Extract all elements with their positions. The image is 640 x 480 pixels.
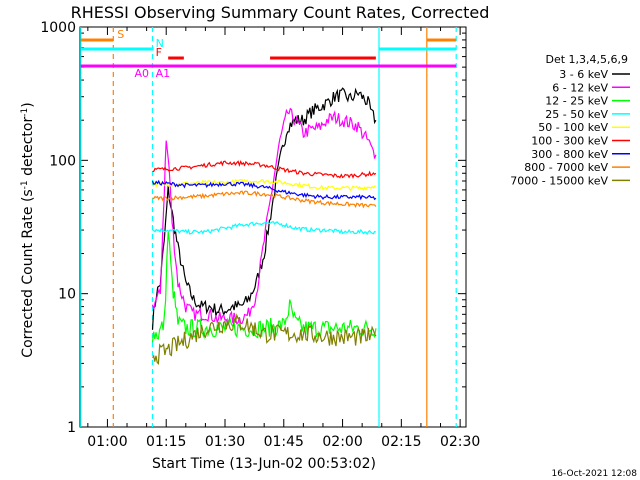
x-tick-label: 01:30 [205, 434, 245, 450]
plot-frame [79, 26, 467, 428]
legend-label: 3 - 6 keV [559, 68, 608, 81]
series-line [151, 231, 377, 343]
vertical-markers [80, 27, 457, 427]
y-axis-label: Corrected Count Rate (s-1 detector-1) [20, 102, 36, 357]
x-axis-label: Start Time (13-Jun-02 00:53:02) [152, 456, 376, 472]
tick-marks [80, 27, 466, 428]
flag-bars: S NF A0 A1 [80, 28, 457, 80]
y-tick-label: 10 [58, 287, 76, 303]
y-tick-label: 1 [67, 420, 76, 436]
legend-label: 6 - 12 keV [552, 81, 608, 94]
y-label-sup: -1 [20, 108, 30, 117]
series-line [152, 190, 377, 209]
y-tick-label: 100 [49, 153, 76, 169]
series-line [152, 178, 376, 192]
series-line [152, 221, 377, 236]
x-tick-label: 01:45 [264, 434, 304, 450]
legend-label: 7000 - 15000 keV [510, 174, 608, 187]
y-label-part: ) [20, 102, 36, 107]
series-line [152, 313, 377, 365]
flag-label: F [156, 46, 162, 59]
x-tick-labels: 01:00 01:15 01:30 01:45 02:00 02:15 02:30 [87, 434, 480, 450]
timestamp: 16-Oct-2021 12:08 [552, 469, 638, 479]
series-line [151, 87, 377, 330]
x-tick-label: 02:30 [440, 434, 480, 450]
series-line [152, 159, 377, 179]
legend-label: 800 - 7000 keV [524, 161, 608, 174]
flag-label: A0 [134, 67, 149, 80]
legend-label: 100 - 300 keV [531, 135, 608, 148]
legend-title: Det 1,3,4,5,6,9 [545, 53, 628, 66]
x-tick-label: 01:15 [146, 434, 186, 450]
legend-label: 12 - 25 keV [545, 95, 608, 108]
flag-label: A1 [156, 67, 171, 80]
x-tick-label: 02:15 [381, 434, 421, 450]
y-tick-labels: 1 10 100 1000 [40, 20, 76, 436]
legend-label: 25 - 50 keV [545, 108, 608, 121]
x-tick-label: 02:00 [322, 434, 362, 450]
y-tick-label: 1000 [40, 20, 76, 36]
y-label-part: Corrected Count Rate (s [20, 189, 36, 357]
x-tick-label: 01:00 [87, 434, 127, 450]
legend-label: 300 - 800 keV [531, 148, 608, 161]
flag-label: N [156, 37, 164, 50]
plot-area [79, 26, 467, 428]
series-line [151, 179, 377, 201]
chart-title: RHESSI Observing Summary Count Rates, Co… [71, 3, 490, 22]
data-series [151, 87, 377, 365]
y-label-part: detector [20, 117, 36, 181]
series-line [151, 107, 377, 327]
legend-label: 50 - 100 keV [538, 121, 608, 134]
y-label-sup: -1 [20, 180, 30, 189]
flag-label: S [117, 28, 124, 41]
